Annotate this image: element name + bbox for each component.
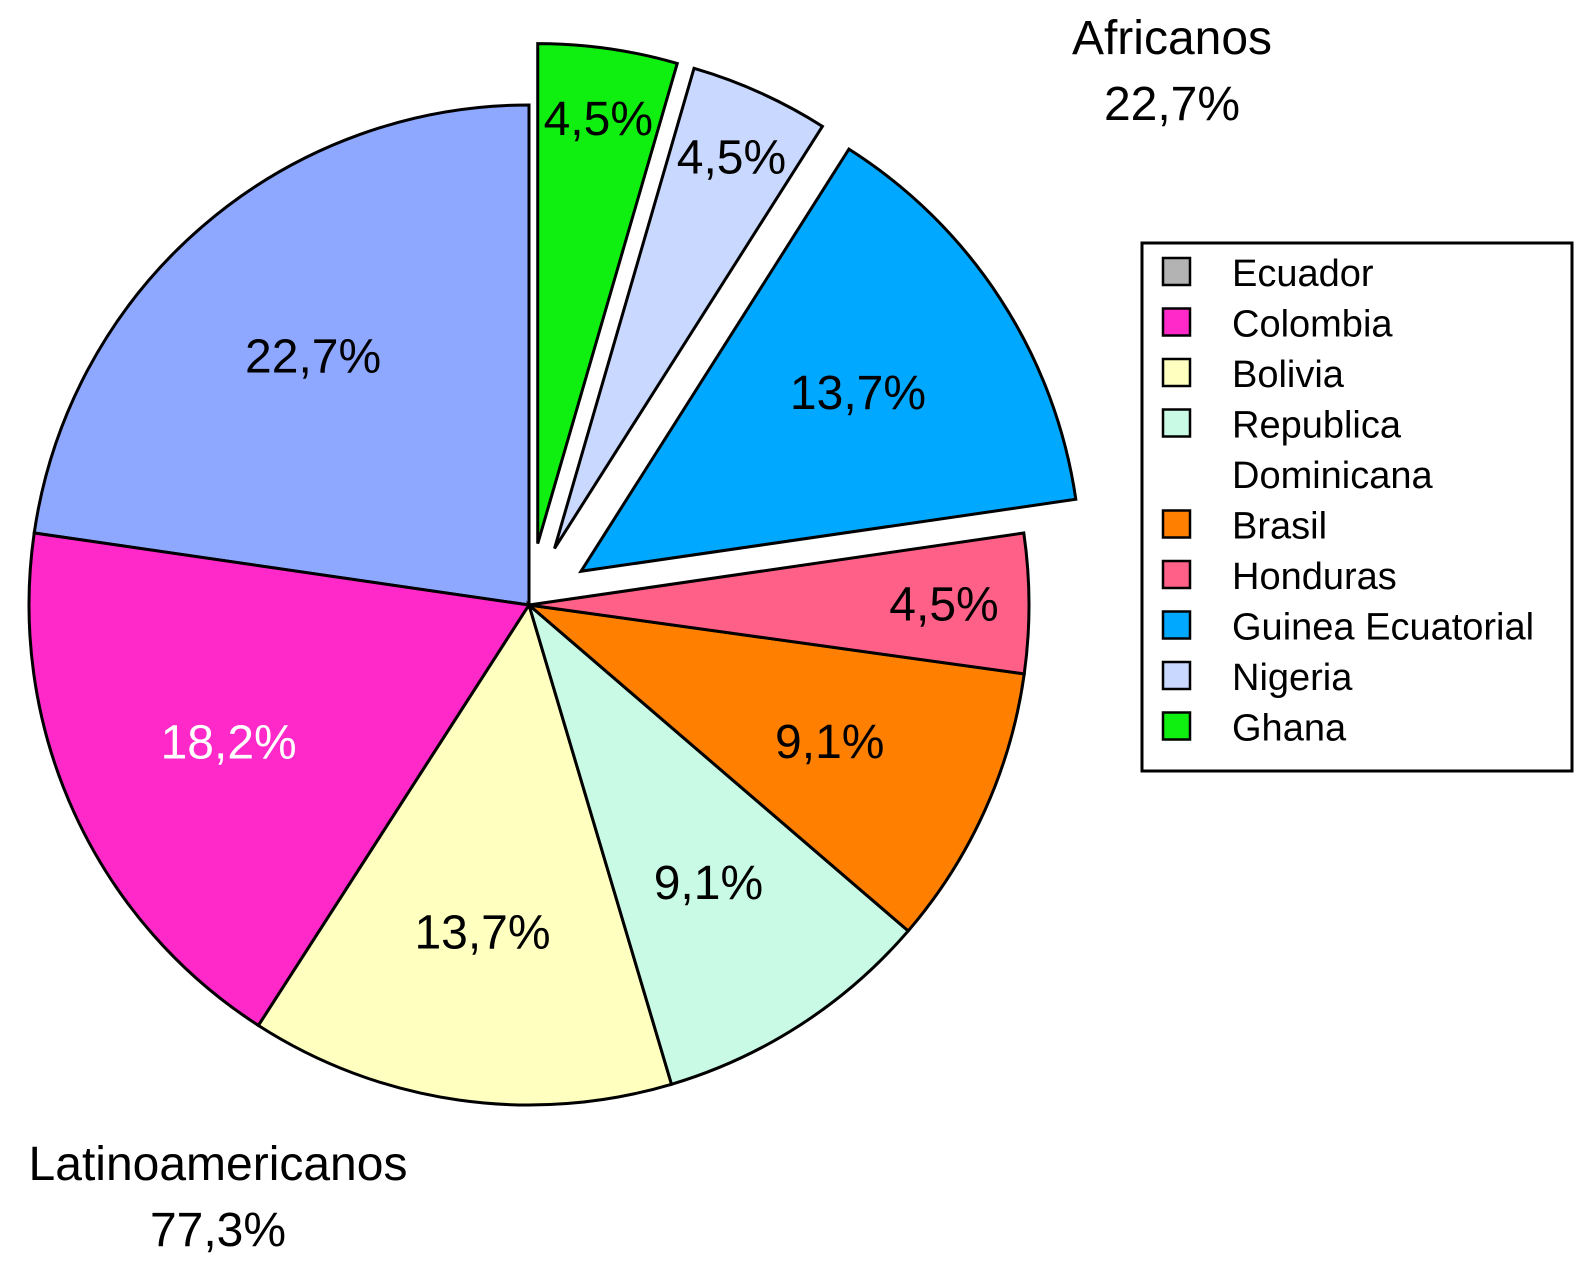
- pie-slice-bolivia: [256, 601, 674, 1107]
- group-labels: Africanos 22,7% Latinoamericanos 77,3%: [29, 12, 1272, 1257]
- legend-label-ecuador: Ecuador: [1232, 253, 1374, 295]
- pie-slice-labels: 22,7% 18,2% 13,7% 9,1% 9,1% 4,5% 13,7% 4,5% 4,5%: [161, 93, 999, 960]
- pie-slice-label-honduras: 4,5%: [889, 579, 998, 632]
- legend-label-republica-dominicana-line1: Republica: [1232, 405, 1402, 447]
- pie-slice-label-ecuador: 22,7%: [245, 330, 381, 383]
- pie-slice-ghana: [536, 42, 680, 545]
- legend-label-bolivia: Bolivia: [1232, 354, 1345, 396]
- legend-items: Ecuador Colombia Bolivia Republica Dominican…: [1161, 253, 1534, 750]
- legend-swatch-guinea-ecuatorial: [1161, 610, 1192, 640]
- pie-slice-label-guinea-ecuatorial: 13,7%: [790, 367, 926, 420]
- pie-slice-ecuador: [32, 103, 531, 607]
- pie-slice-label-republica-dominicana: 9,1%: [654, 857, 763, 910]
- legend-label-nigeria: Nigeria: [1232, 657, 1353, 699]
- pie-slice-brasil: [524, 602, 1026, 934]
- pie-slice-label-nigeria: 4,5%: [677, 132, 786, 185]
- legend: Ecuador Colombia Bolivia Republica Dominican…: [1140, 241, 1574, 773]
- pie-slice-label-colombia: 18,2%: [161, 717, 297, 770]
- legend-frame: [1140, 241, 1574, 773]
- legend-label-brasil: Brasil: [1232, 506, 1327, 548]
- legend-swatch-brasil: [1161, 509, 1192, 539]
- legend-label-ghana: Ghana: [1232, 708, 1347, 750]
- legend-label-honduras: Honduras: [1232, 556, 1397, 598]
- group-label-africanos-name: Africanos: [1072, 12, 1272, 65]
- pie-slice-guinea-ecuatorial: [578, 147, 1078, 574]
- legend-swatch-honduras: [1161, 559, 1192, 590]
- pie-slice-label-brasil: 9,1%: [775, 716, 884, 769]
- legend-swatch-nigeria: [1161, 660, 1192, 691]
- legend-label-colombia: Colombia: [1232, 304, 1393, 346]
- group-label-latinoamericanos-name: Latinoamericanos: [29, 1138, 408, 1191]
- legend-swatch-ecuador: [1161, 256, 1192, 287]
- legend-label-republica-dominicana-line2: Dominicana: [1232, 455, 1434, 497]
- legend-swatch-bolivia: [1161, 357, 1192, 388]
- legend-swatch-ghana: [1161, 711, 1192, 741]
- pie-slice-honduras: [528, 531, 1031, 676]
- legend-label-guinea-ecuatorial: Guinea Ecuatorial: [1232, 607, 1534, 649]
- pie-slice-nigeria: [553, 66, 825, 550]
- legend-swatch-republica-dominicana: [1161, 408, 1192, 438]
- pie-slice-label-ghana: 4,5%: [544, 93, 653, 146]
- pie-slice-colombia: [27, 531, 532, 1028]
- pie-slice-republica-dominicana: [526, 600, 911, 1087]
- pie-slices: [27, 42, 1078, 1107]
- group-label-africanos-value: 22,7%: [1104, 78, 1240, 131]
- pie-slice-label-bolivia: 13,7%: [414, 907, 550, 960]
- legend-swatch-colombia: [1161, 307, 1192, 337]
- group-label-latinoamericanos-value: 77,3%: [150, 1204, 286, 1257]
